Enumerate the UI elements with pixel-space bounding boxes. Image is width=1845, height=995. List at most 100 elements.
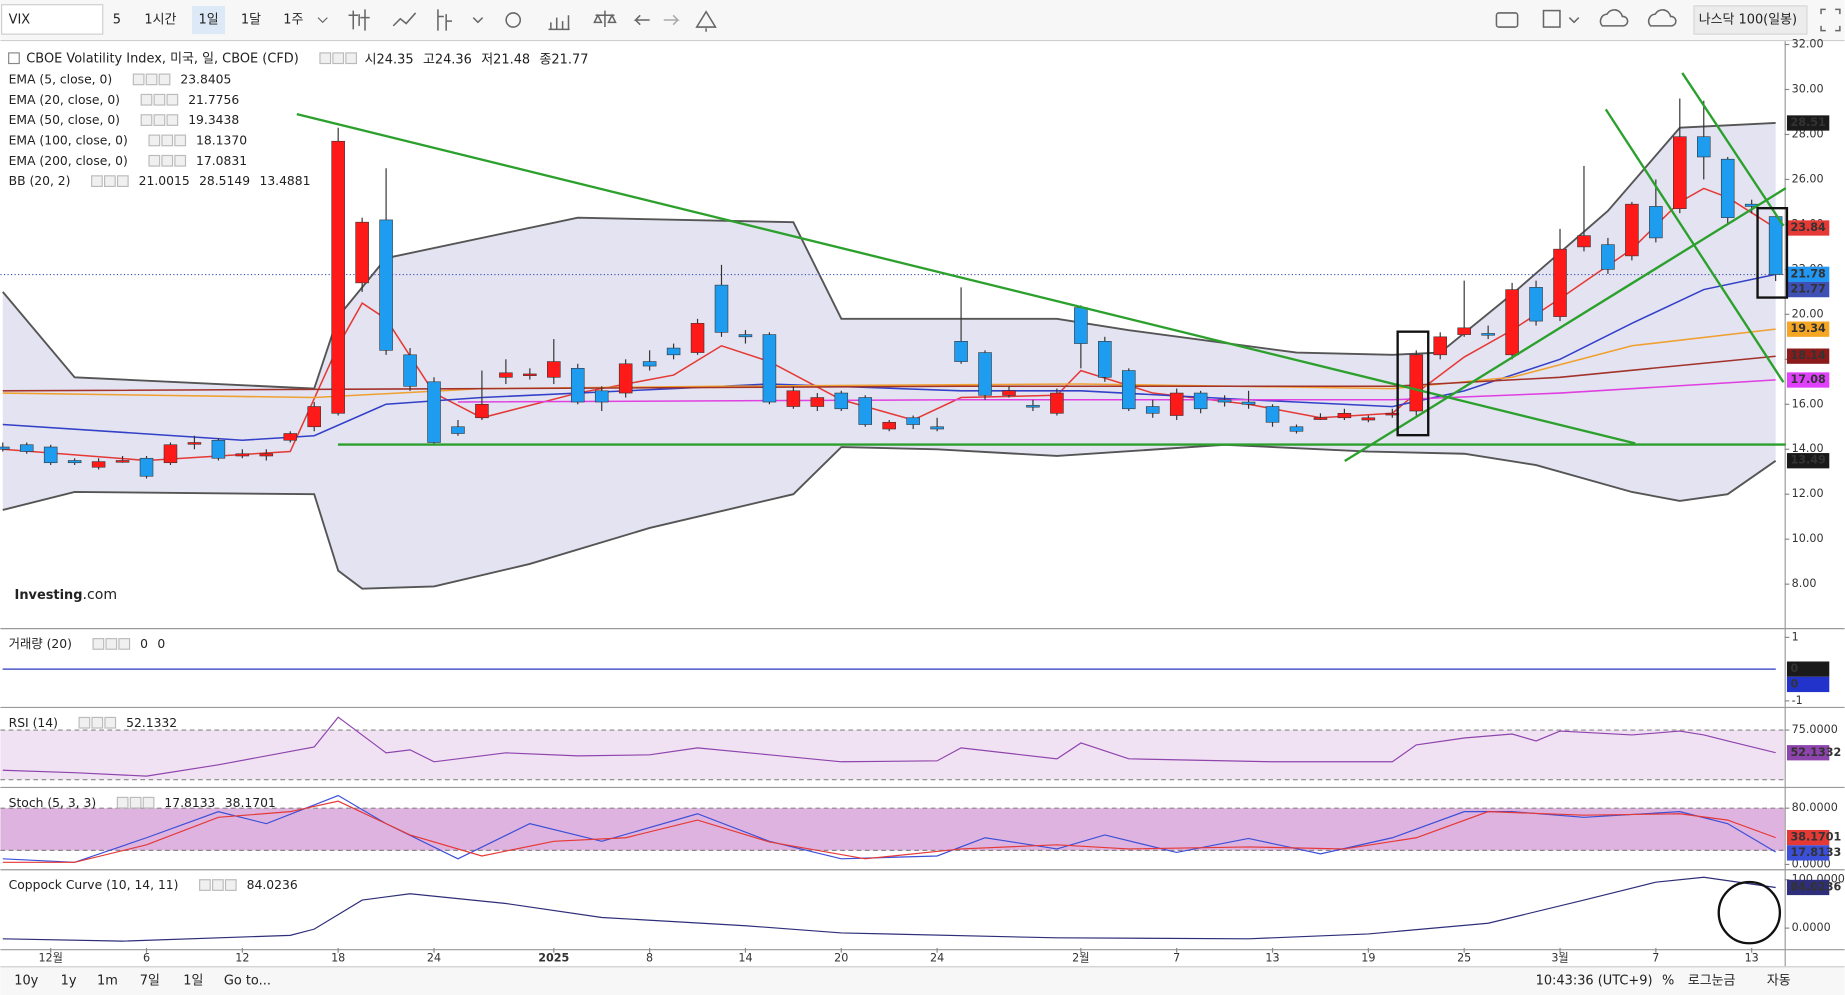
ohlc-label: 저 bbox=[481, 52, 493, 67]
x-tick-label: 13 bbox=[1745, 952, 1759, 965]
legend-icon[interactable] bbox=[174, 134, 187, 147]
legend-icon[interactable] bbox=[78, 716, 91, 729]
interval[interactable]: 1주 bbox=[283, 12, 303, 27]
chart-title: CBOE Volatility Index, 미국, 일, CBOE (CFD) bbox=[26, 51, 299, 66]
legend-icon[interactable] bbox=[116, 796, 129, 809]
scale-option[interactable]: 로그눈금 bbox=[1688, 973, 1736, 988]
highlight-box[interactable] bbox=[1756, 206, 1789, 299]
highlight-circle[interactable] bbox=[1717, 880, 1782, 945]
undo-icon[interactable] bbox=[633, 14, 650, 26]
legend-icon[interactable] bbox=[104, 175, 116, 188]
settings-icon[interactable] bbox=[505, 12, 522, 28]
legend-value: 17.0831 bbox=[196, 154, 247, 168]
legend-icon[interactable] bbox=[153, 93, 166, 106]
trend-line[interactable] bbox=[1604, 108, 1785, 383]
candle-body bbox=[451, 426, 465, 434]
legend-icon[interactable] bbox=[142, 796, 155, 809]
dropdown-icon[interactable] bbox=[472, 17, 484, 24]
index-select[interactable] bbox=[1693, 5, 1808, 35]
legend-icon[interactable] bbox=[104, 716, 117, 729]
candle-icon[interactable] bbox=[348, 9, 370, 31]
legend-icon[interactable] bbox=[158, 73, 171, 86]
ohlc-value: 21.48 bbox=[493, 52, 530, 67]
trend-line[interactable] bbox=[1344, 187, 1787, 463]
legend-icon[interactable] bbox=[145, 73, 158, 86]
candle-body bbox=[1289, 426, 1304, 432]
range-button[interactable]: 1일 bbox=[183, 973, 203, 988]
candle-body bbox=[523, 373, 537, 376]
candle-body bbox=[714, 284, 729, 333]
legend-icon[interactable] bbox=[153, 114, 166, 126]
redo-icon[interactable] bbox=[663, 14, 680, 26]
price-label-box bbox=[1786, 281, 1830, 298]
symbol[interactable]: VIX bbox=[9, 12, 31, 27]
range-button[interactable]: 7일 bbox=[140, 973, 160, 988]
scale-option[interactable]: % bbox=[1662, 973, 1674, 988]
legend-value: 18.1370 bbox=[196, 134, 247, 148]
legend-value: 17.8133 bbox=[164, 796, 215, 810]
legend-icon[interactable] bbox=[166, 114, 179, 126]
candle-body bbox=[666, 347, 681, 356]
legend-icon[interactable] bbox=[116, 175, 129, 188]
trend-line[interactable] bbox=[1681, 72, 1785, 227]
indicator-icon[interactable] bbox=[437, 9, 453, 31]
layout-icon[interactable] bbox=[1542, 9, 1561, 28]
line-icon[interactable] bbox=[392, 12, 417, 27]
interval[interactable]: 1일 bbox=[199, 12, 219, 27]
legend-icon[interactable] bbox=[132, 73, 145, 86]
interval[interactable]: 1시간 bbox=[144, 12, 176, 27]
scale-icon[interactable] bbox=[593, 10, 617, 28]
scale-option[interactable]: 자동 bbox=[1767, 973, 1791, 988]
legend-icon[interactable] bbox=[148, 134, 161, 147]
legend-name: EMA (20, close, 0) bbox=[9, 93, 120, 107]
legend-icon[interactable] bbox=[140, 93, 153, 106]
camera-icon[interactable] bbox=[1495, 12, 1519, 28]
legend-icon[interactable] bbox=[140, 114, 153, 126]
legend-icon[interactable] bbox=[161, 154, 174, 167]
legend-icon[interactable] bbox=[224, 879, 237, 891]
trend-line[interactable] bbox=[296, 112, 1636, 445]
candle-body bbox=[211, 439, 226, 459]
interval[interactable]: 5 bbox=[113, 12, 121, 27]
highlight-box[interactable] bbox=[1396, 330, 1430, 437]
logo: Investing.com bbox=[15, 587, 118, 603]
legend-icon[interactable] bbox=[148, 154, 161, 167]
legend-icon[interactable] bbox=[91, 716, 104, 729]
cloud-load-icon[interactable] bbox=[1599, 9, 1629, 27]
legend-icon[interactable] bbox=[105, 638, 118, 650]
legend-icon[interactable] bbox=[129, 796, 142, 809]
range-button[interactable]: 10y bbox=[14, 973, 38, 988]
range-button[interactable]: 1y bbox=[61, 973, 77, 988]
cloud-save-icon[interactable] bbox=[1647, 9, 1677, 27]
price-label: 18.14 bbox=[1790, 349, 1826, 362]
logo-suffix: .com bbox=[82, 587, 117, 603]
y-tick-label: 32.00 bbox=[1792, 38, 1824, 51]
interval-dropdown[interactable] bbox=[317, 17, 328, 24]
price-label: 84.0236 bbox=[1790, 880, 1841, 893]
legend-icon[interactable] bbox=[212, 879, 224, 891]
legend-icon[interactable] bbox=[332, 52, 345, 65]
legend-icon[interactable] bbox=[92, 638, 105, 650]
range-button[interactable]: 1m bbox=[97, 973, 118, 988]
alert-icon[interactable] bbox=[695, 10, 717, 32]
legend-icon[interactable] bbox=[91, 175, 103, 188]
legend-icon[interactable] bbox=[319, 52, 332, 65]
candle-body bbox=[594, 390, 609, 403]
legend-icon[interactable] bbox=[199, 879, 211, 891]
index-label[interactable]: 나스닥 100(일봉) bbox=[1699, 12, 1797, 27]
legend-icon[interactable] bbox=[345, 52, 358, 65]
candle-body bbox=[1457, 327, 1471, 335]
legend-icon[interactable] bbox=[118, 638, 131, 650]
symbol-input[interactable] bbox=[1, 4, 104, 35]
x-tick-label: 24 bbox=[930, 952, 944, 965]
compare-icon[interactable] bbox=[548, 15, 570, 31]
legend-icon[interactable] bbox=[166, 93, 179, 106]
candle-body bbox=[1217, 399, 1232, 403]
fullscreen-icon[interactable] bbox=[1820, 8, 1841, 32]
interval[interactable]: 1달 bbox=[241, 12, 261, 27]
range-button[interactable]: Go to... bbox=[224, 973, 271, 988]
dropdown-icon[interactable] bbox=[1568, 17, 1580, 24]
legend-icon[interactable] bbox=[174, 154, 187, 167]
collapse-icon[interactable] bbox=[8, 52, 20, 65]
legend-icon[interactable] bbox=[161, 134, 174, 147]
